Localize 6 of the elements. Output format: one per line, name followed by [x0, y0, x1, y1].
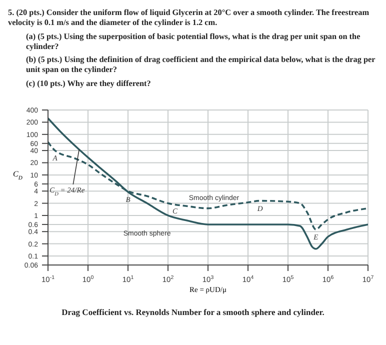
text: (c) (10 pts.) Why are they different? — [26, 78, 152, 89]
text: (b) (5 pts.) Using the definition of drag coefficient and the empirical data below, what is the drag per unit span on the cylinder? — [26, 55, 376, 76]
y-axis-title: C$_{D}$ — [13, 170, 22, 182]
text: Drag Coefficient vs. Reynolds Number for a smooth sphere and cylinder. — [60, 307, 326, 317]
text: (a) (5 pts.) Using the superposition of basic potential flows, what is the drag per unit span on the cylinder? — [26, 32, 362, 52]
text: 5. (20 pts.) Consider the uniform flow of liquid Glycerin at 20°C over a smooth cylinder. The freestream velocity is 0.1 m/s and the diameter of the cylinder is 1.2 cm. — [8, 8, 370, 28]
